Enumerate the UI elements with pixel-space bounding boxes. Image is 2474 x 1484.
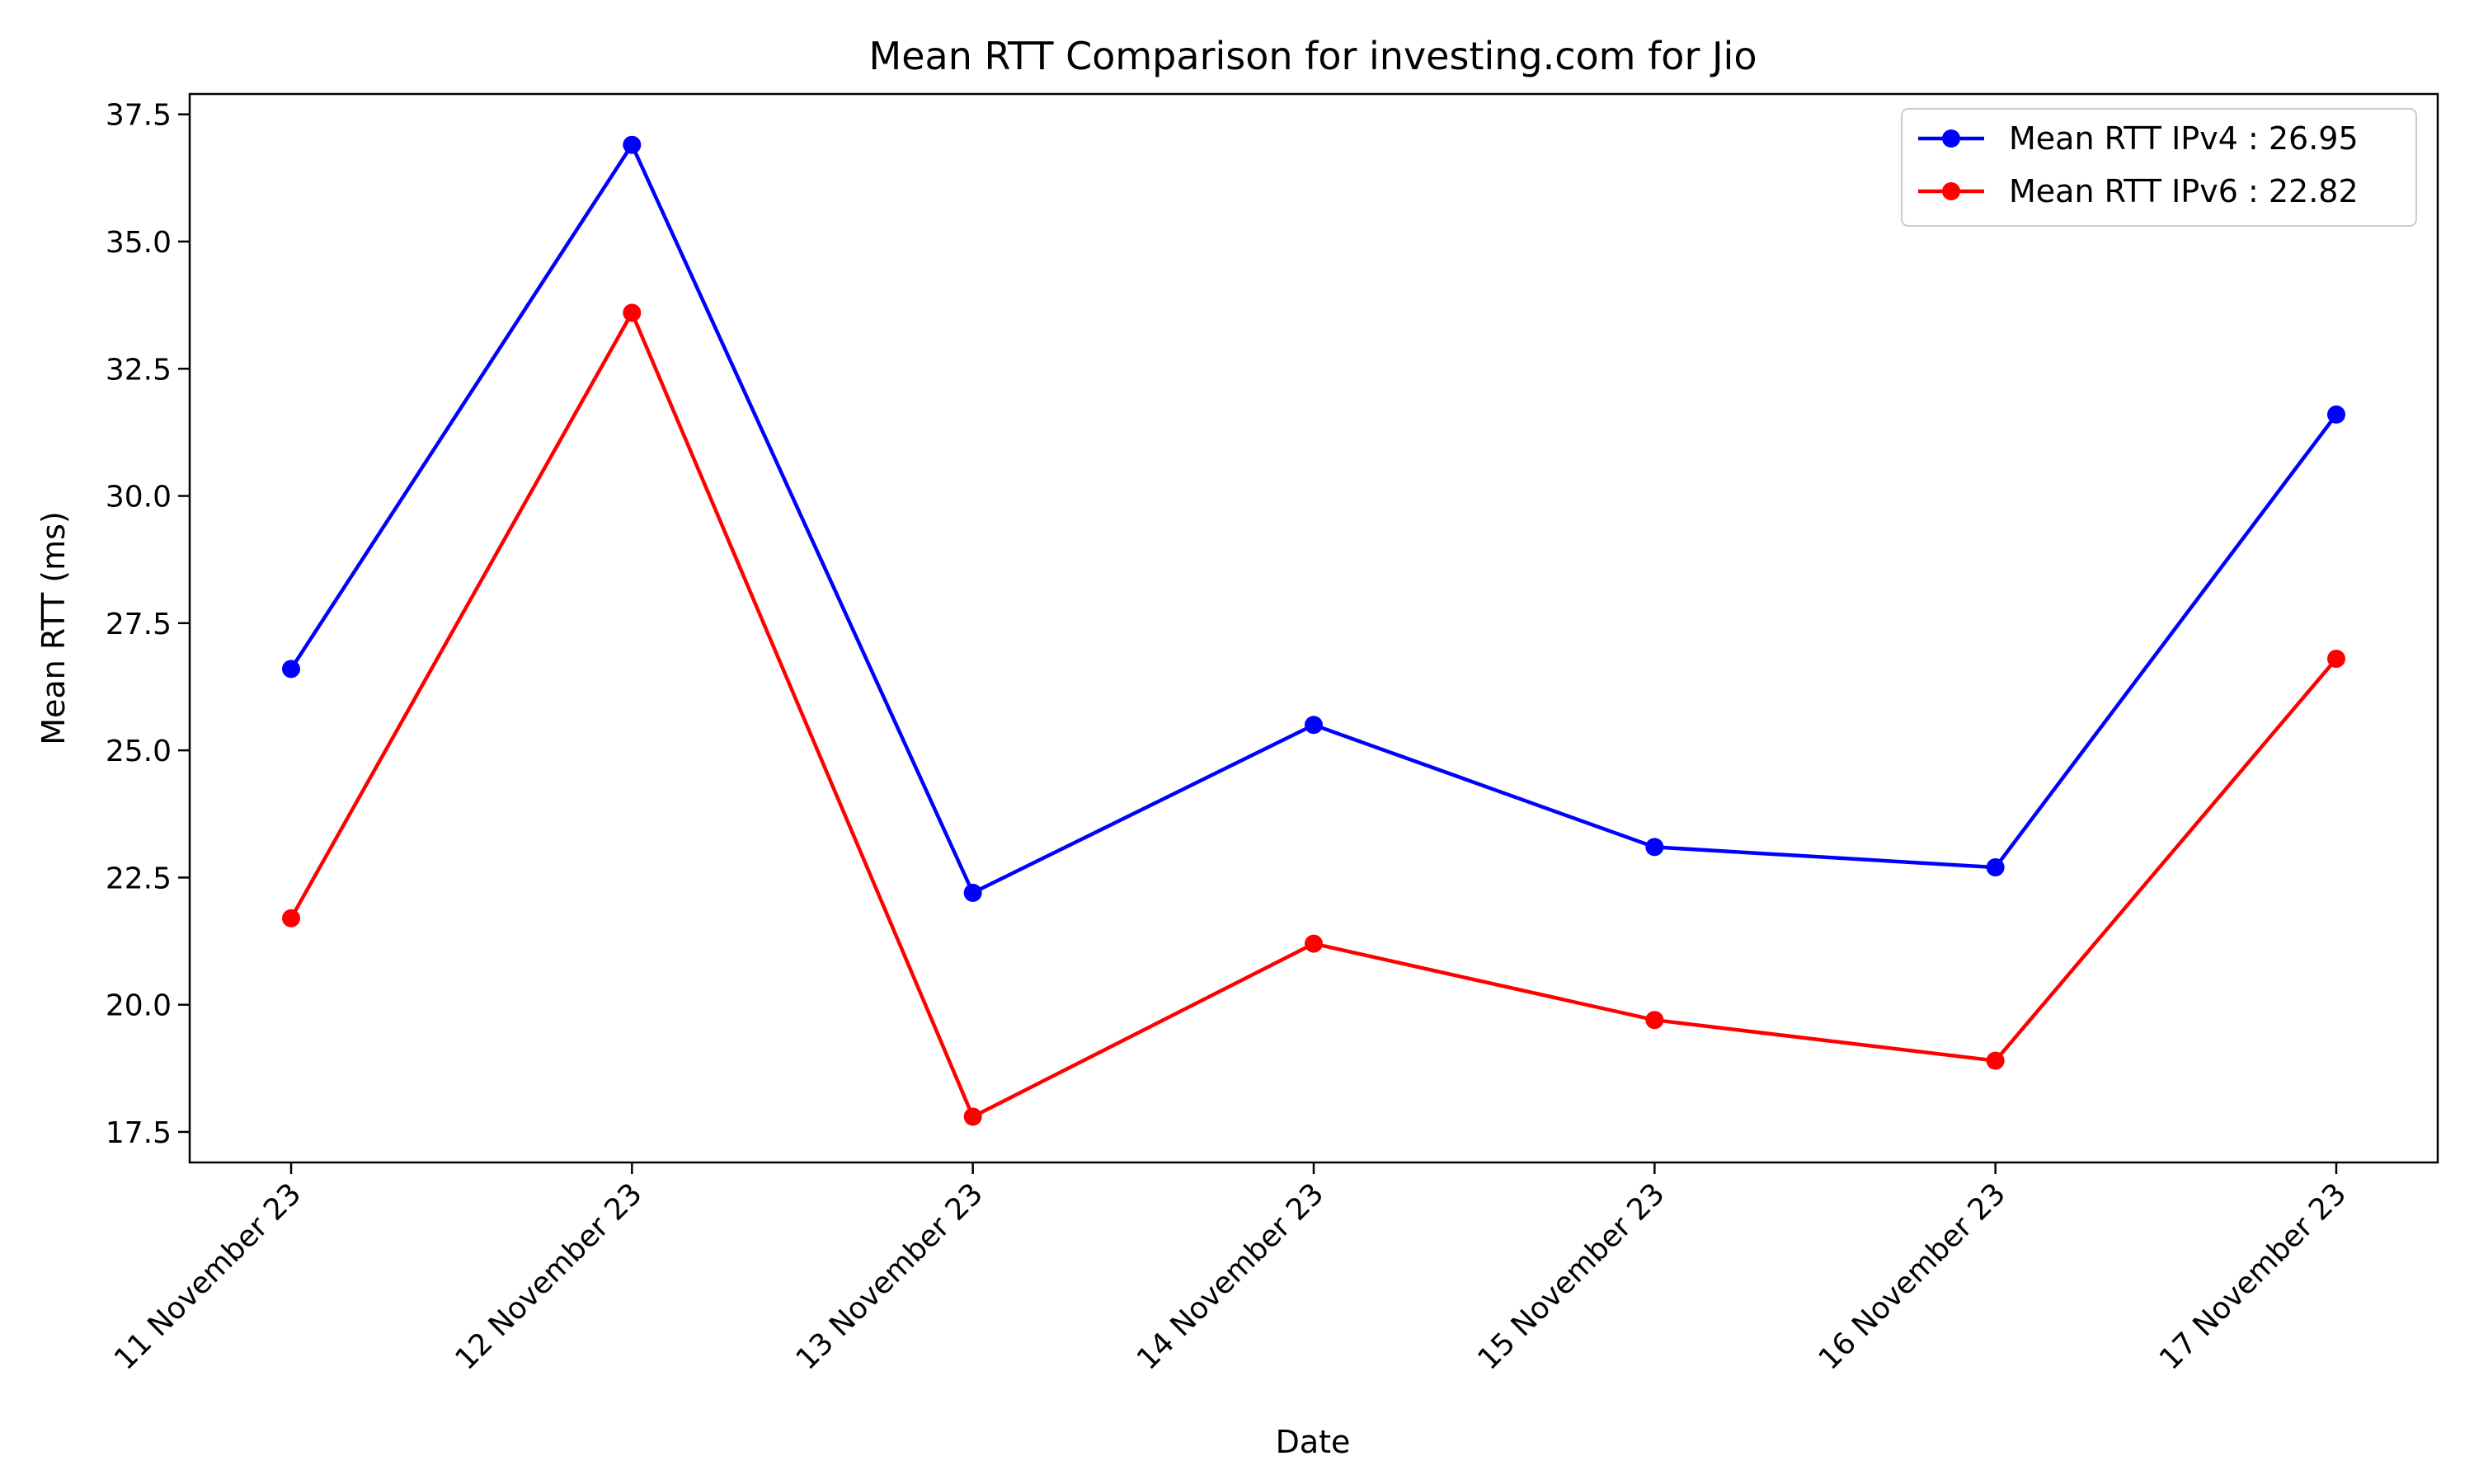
series-1-point [1986,858,2005,877]
y-tick-label: 20.0 [106,989,172,1023]
legend: Mean RTT IPv4 : 26.95 Mean RTT IPv6 : 22.… [1901,108,2417,227]
y-tick-label: 22.5 [106,862,172,895]
y-tick-label: 25.0 [106,735,172,768]
y-axis: 17.5 20.0 22.5 25.0 27.5 30.0 32.5 35.0 37.5 [106,99,190,1150]
legend-marker [1942,182,1960,200]
series-1-point [1305,716,1323,735]
legend-label: Mean RTT IPv6 : 22.82 [2009,173,2359,209]
series-1-point [282,660,300,679]
chart-title: Mean RTT Comparison for investing.com fo… [869,34,1757,78]
series-2-point [1986,1051,2005,1070]
series-2-point [623,303,642,322]
y-tick-label: 17.5 [106,1116,172,1150]
legend-box [1901,108,2417,227]
y-axis-label: Mean RTT (ms) [35,511,72,745]
legend-marker [1942,129,1960,148]
y-tick-label: 37.5 [106,99,172,133]
series-2-point [2327,650,2345,669]
legend-label: Mean RTT IPv4 : 26.95 [2009,120,2359,157]
series-1-point [2327,405,2345,424]
series-2-point [1305,934,1323,953]
series-2-point [282,909,300,928]
series-1-point [1645,838,1664,857]
y-tick-label: 32.5 [106,353,172,387]
y-tick-label: 27.5 [106,608,172,641]
series-1-point [623,135,642,154]
series-2-point [963,1107,982,1126]
x-axis-label: Date [1276,1424,1351,1460]
series-1-point [963,883,982,902]
y-tick-label: 30.0 [106,481,172,514]
y-tick-label: 35.0 [106,226,172,260]
series-2-point [1645,1011,1664,1030]
series-layer [282,135,2345,1126]
